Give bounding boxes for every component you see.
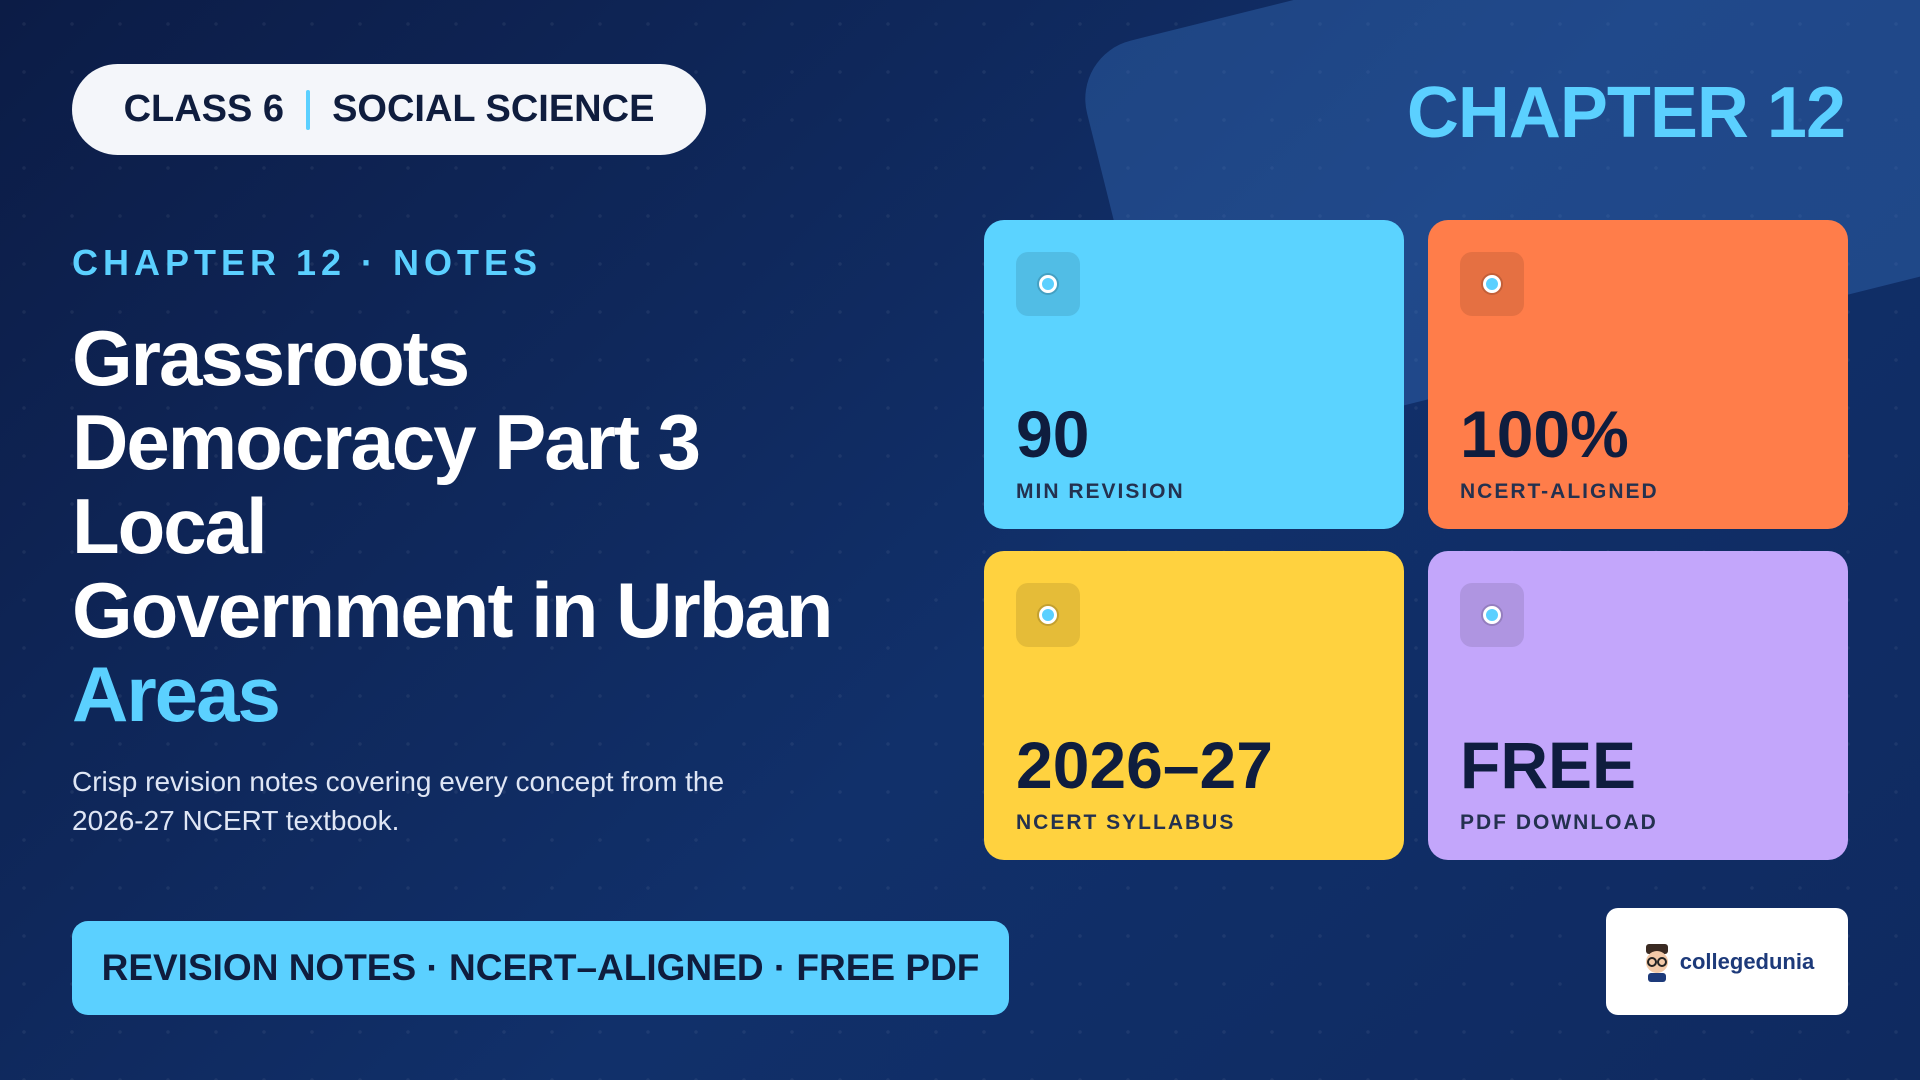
icon: [1016, 252, 1080, 316]
stat-label: PDF DOWNLOAD: [1460, 811, 1658, 834]
title-line: Government in Urban: [72, 566, 833, 654]
chapter-badge: CHAPTER 12: [1406, 73, 1846, 153]
title-line: Local: [72, 482, 268, 570]
separator: [306, 89, 311, 130]
icon: [1460, 583, 1524, 647]
title-line: Grassroots: [72, 314, 470, 402]
logo-text: collegedunia: [1679, 948, 1815, 974]
title-highlight: Areas: [72, 650, 281, 738]
icon: [1460, 252, 1524, 316]
stat-value: 2026–27: [1016, 728, 1273, 802]
stat-label: MIN REVISION: [1016, 480, 1185, 503]
stat-value: 100%: [1460, 397, 1629, 471]
stat-card: 100% NCERT-ALIGNED: [1428, 220, 1848, 529]
class-pill: CLASS 6 SOCIAL SCIENCE: [72, 64, 706, 155]
stat-value: 90: [1016, 397, 1090, 471]
logo: collegedunia: [1606, 908, 1848, 1015]
stat-value: FREE: [1460, 728, 1637, 802]
icon: [1016, 583, 1080, 647]
logo-mascot: [1645, 943, 1668, 982]
subtitle: Crisp revision notes covering every conc…: [72, 766, 725, 836]
stat-label: NCERT-ALIGNED: [1460, 480, 1659, 503]
title: Grassroots Democracy Part 3 Local Govern…: [72, 314, 833, 738]
stat-label: NCERT SYLLABUS: [1016, 811, 1236, 834]
title-line: Democracy Part 3: [72, 398, 701, 486]
banner: REVISION NOTES · NCERT–ALIGNED · FREE PD…: [72, 921, 1009, 1015]
subject-label: SOCIAL SCIENCE: [332, 88, 655, 130]
stat-card: 90 MIN REVISION: [984, 220, 1404, 529]
stat-card: FREE PDF DOWNLOAD: [1428, 551, 1848, 860]
stat-card: 2026–27 NCERT SYLLABUS: [984, 551, 1404, 860]
class-label: CLASS 6: [123, 88, 285, 130]
notes-tag: CHAPTER 12 · NOTES: [72, 242, 543, 283]
